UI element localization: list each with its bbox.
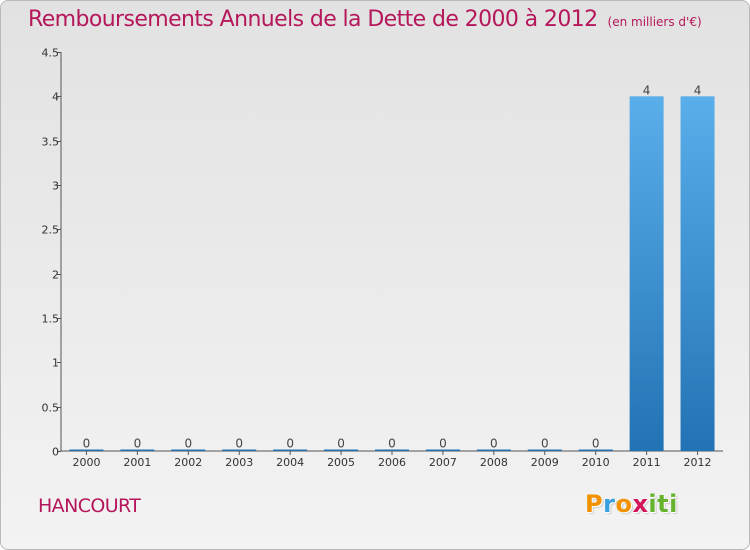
x-tick-label: 2006 <box>378 456 406 469</box>
logo-letter: x <box>632 490 649 518</box>
x-tick-label: 2011 <box>633 456 661 469</box>
data-labels: 0 0 0 0 0 0 0 0 0 0 0 4 4 <box>83 83 702 450</box>
data-label: 0 <box>388 437 396 451</box>
x-tick-label: 2012 <box>684 456 712 469</box>
logo-letter: P <box>585 490 604 518</box>
bar <box>273 449 308 451</box>
y-tick-label: 3.5 <box>42 136 60 149</box>
data-label: 0 <box>184 437 192 451</box>
data-label: 0 <box>286 437 294 451</box>
x-tick-label: 2009 <box>531 456 559 469</box>
bar <box>680 96 715 451</box>
place-name: HANCOURT <box>38 495 141 517</box>
y-tick-label: 3 <box>52 180 59 193</box>
bar <box>375 449 409 451</box>
bar <box>476 449 511 451</box>
data-label: 0 <box>337 437 345 451</box>
x-tick-label: 2002 <box>174 456 202 469</box>
x-tick-label: 2003 <box>225 456 253 469</box>
logo-letter: i <box>669 490 678 518</box>
bar <box>324 449 359 451</box>
bar <box>171 449 206 451</box>
y-tick-label: 0.5 <box>42 402 60 415</box>
bar <box>578 449 613 451</box>
bars <box>69 96 715 451</box>
y-tick-label: 2.5 <box>42 224 60 237</box>
data-label: 0 <box>83 437 91 451</box>
chart-title-text: Remboursements Annuels de la Dette de 20… <box>28 7 598 32</box>
bar <box>222 449 257 451</box>
proxiti-logo: Proxiti <box>585 490 678 518</box>
chart-title: Remboursements Annuels de la Dette de 20… <box>28 7 702 32</box>
y-tick-label: 4.5 <box>42 47 60 60</box>
data-label: 0 <box>134 437 142 451</box>
x-tick-label: 2004 <box>276 456 304 469</box>
data-label: 4 <box>643 83 651 97</box>
logo-letter: t <box>657 490 670 518</box>
logo-letter: r <box>603 490 616 518</box>
data-label: 0 <box>439 437 447 451</box>
bar <box>69 449 104 451</box>
data-label: 0 <box>541 437 549 451</box>
axes: 0 0.5 1 1.5 2 2.5 3 3.5 4 4.5 2000 2001 2002 2003 2004… <box>42 47 723 469</box>
y-tick-label: 4 <box>52 91 59 104</box>
x-tick-label: 2008 <box>480 456 508 469</box>
x-tick-label: 2001 <box>123 456 151 469</box>
x-tick-label: 2007 <box>429 456 457 469</box>
data-label: 0 <box>490 437 498 451</box>
y-tick-label: 0 <box>52 446 59 459</box>
y-tick-label: 1.5 <box>42 313 60 326</box>
bar <box>527 449 562 451</box>
data-label: 4 <box>694 83 702 97</box>
data-label: 0 <box>235 437 243 451</box>
logo-letter: o <box>615 490 633 518</box>
x-tick-label: 2005 <box>327 456 355 469</box>
x-tick-label: 2000 <box>72 456 100 469</box>
bar <box>629 96 664 451</box>
bar <box>120 449 155 451</box>
chart-unit: (en milliers d'€) <box>607 15 702 29</box>
y-tick-label: 1 <box>52 357 59 370</box>
y-tick-label: 2 <box>52 269 59 282</box>
x-tick-label: 2010 <box>582 456 610 469</box>
logo-letter: i <box>648 490 658 518</box>
bar <box>425 449 460 451</box>
data-label: 0 <box>592 437 600 451</box>
